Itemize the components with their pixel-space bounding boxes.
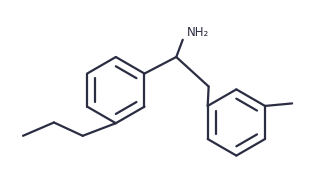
Text: NH₂: NH₂ (187, 26, 209, 39)
